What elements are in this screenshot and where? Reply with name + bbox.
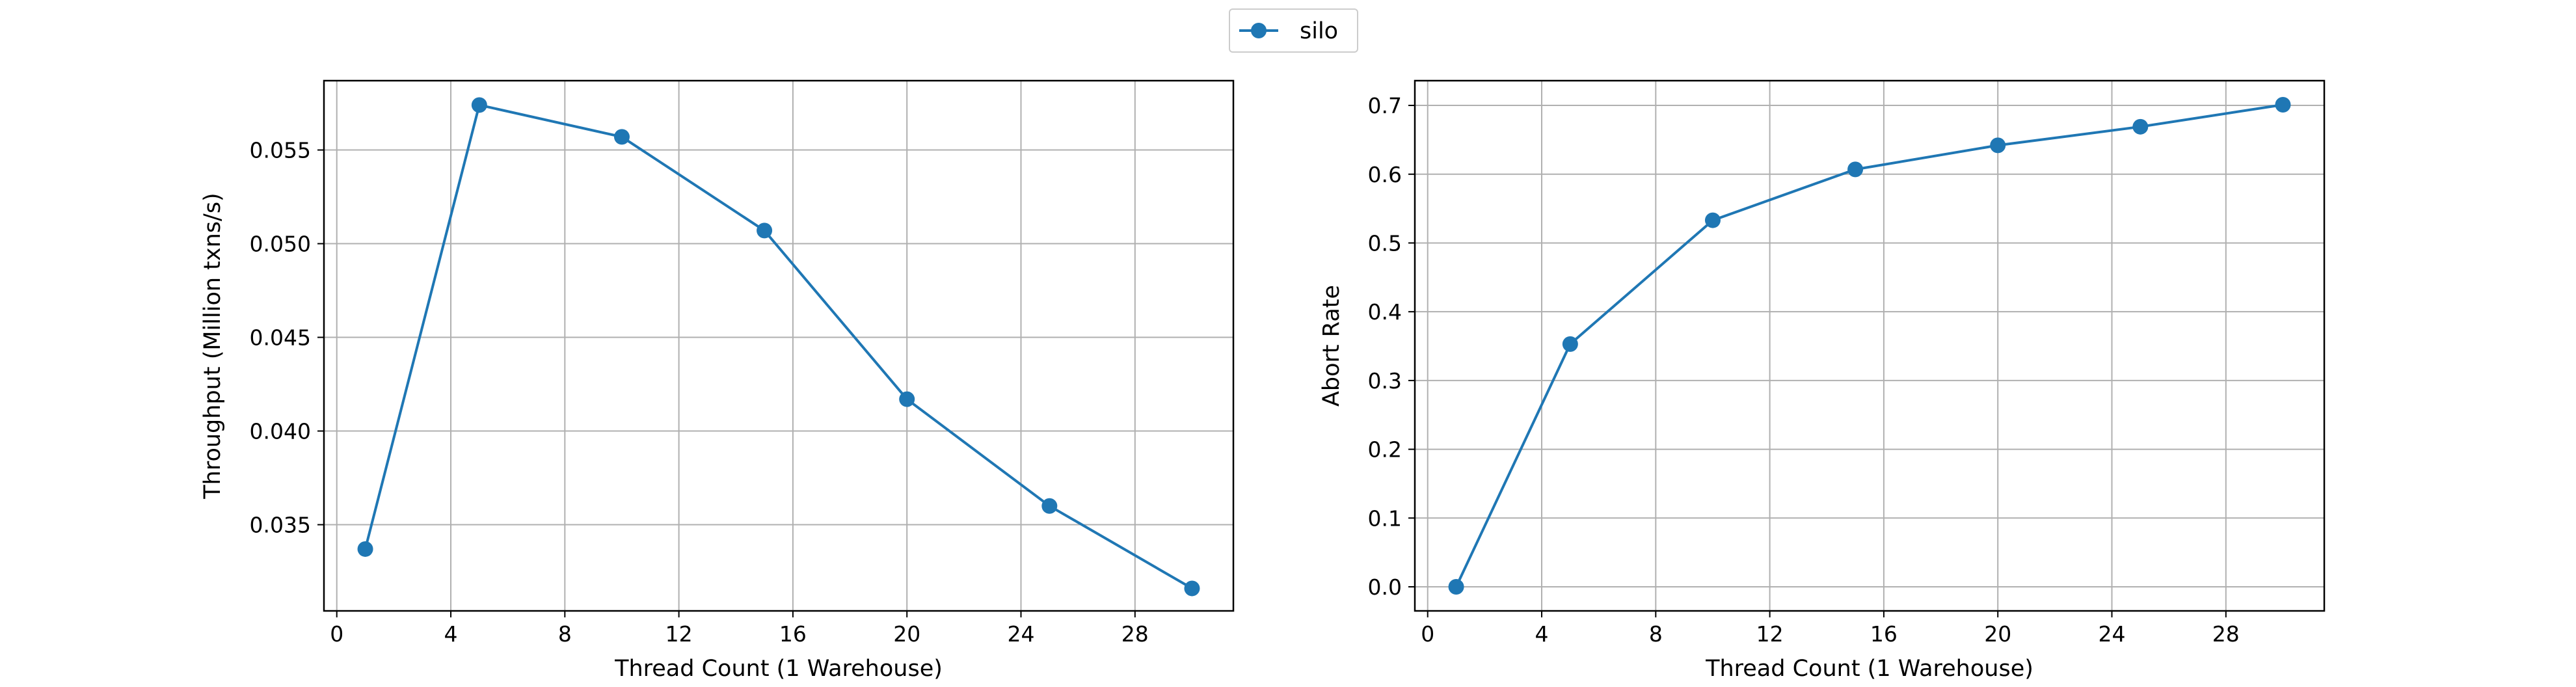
axes-frame [323,79,1235,612]
data-point [613,129,630,145]
data-point [1562,336,1578,352]
x-tick-label: 28 [1121,621,1149,647]
data-point [1448,579,1464,595]
x-tick-label: 8 [558,621,572,647]
y-tick-label: 0.2 [1368,437,1402,463]
y-tick-label: 0.7 [1368,93,1402,118]
y-tick-label: 0.045 [250,325,311,351]
x-tick-label: 16 [1870,621,1898,647]
x-tick-label: 0 [330,621,343,647]
legend-marker-swatch [1251,23,1267,38]
y-tick-label: 0.0 [1368,574,1402,600]
y-axis-label: Throughput (Million txns/s) [200,193,226,499]
legend-label: silo [1300,18,1338,44]
y-axis-label: Abort Rate [1319,285,1345,407]
y-tick-label: 0.6 [1368,162,1402,187]
x-tick-label: 20 [893,621,920,647]
legend-frame [1229,8,1358,53]
y-tick-label: 0.1 [1368,505,1402,531]
x-tick-label: 0 [1421,621,1434,647]
data-point [899,391,915,407]
x-tick-label: 12 [665,621,693,647]
x-axis-label: Thread Count (1 Warehouse) [1705,656,2033,682]
axes-frame [1414,79,2326,612]
data-point [1184,580,1200,597]
x-tick-label: 20 [1984,621,2011,647]
y-tick-label: 0.050 [250,232,311,257]
y-tick-label: 0.3 [1368,368,1402,394]
x-axis-label: Thread Count (1 Warehouse) [614,656,943,682]
x-tick-label: 28 [2212,621,2240,647]
data-point [357,541,373,557]
y-tick-label: 0.5 [1368,230,1402,256]
y-tick-label: 0.4 [1368,299,1402,325]
x-tick-label: 24 [2099,621,2126,647]
data-point [1704,212,1721,228]
x-tick-label: 8 [1649,621,1663,647]
y-tick-label: 0.035 [250,513,311,538]
x-tick-label: 4 [1535,621,1549,647]
throughput-chart: 0 4 8 12 16 20 24 28 0.035 0.040 0.045 0.050 0.055 Th… [200,79,1235,682]
x-tick-label: 4 [444,621,458,647]
x-tick-label: 24 [1008,621,1035,647]
x-tick-label: 12 [1756,621,1784,647]
data-point [471,97,487,113]
data-point [2275,96,2291,113]
abort-rate-chart: 0 4 8 12 16 20 24 28 0.0 0.1 0.2 0.3 0.4 0.5 0.6 0.7 Thr… [1319,79,2326,682]
y-tick-label: 0.040 [250,419,311,444]
legend: silo [1229,8,1358,53]
data-point [2132,118,2149,135]
y-tick-label: 0.055 [250,138,311,163]
data-point [1041,498,1058,514]
x-tick-label: 16 [779,621,807,647]
data-point [1990,137,2006,154]
data-point [757,222,773,239]
data-point [1847,161,1864,178]
